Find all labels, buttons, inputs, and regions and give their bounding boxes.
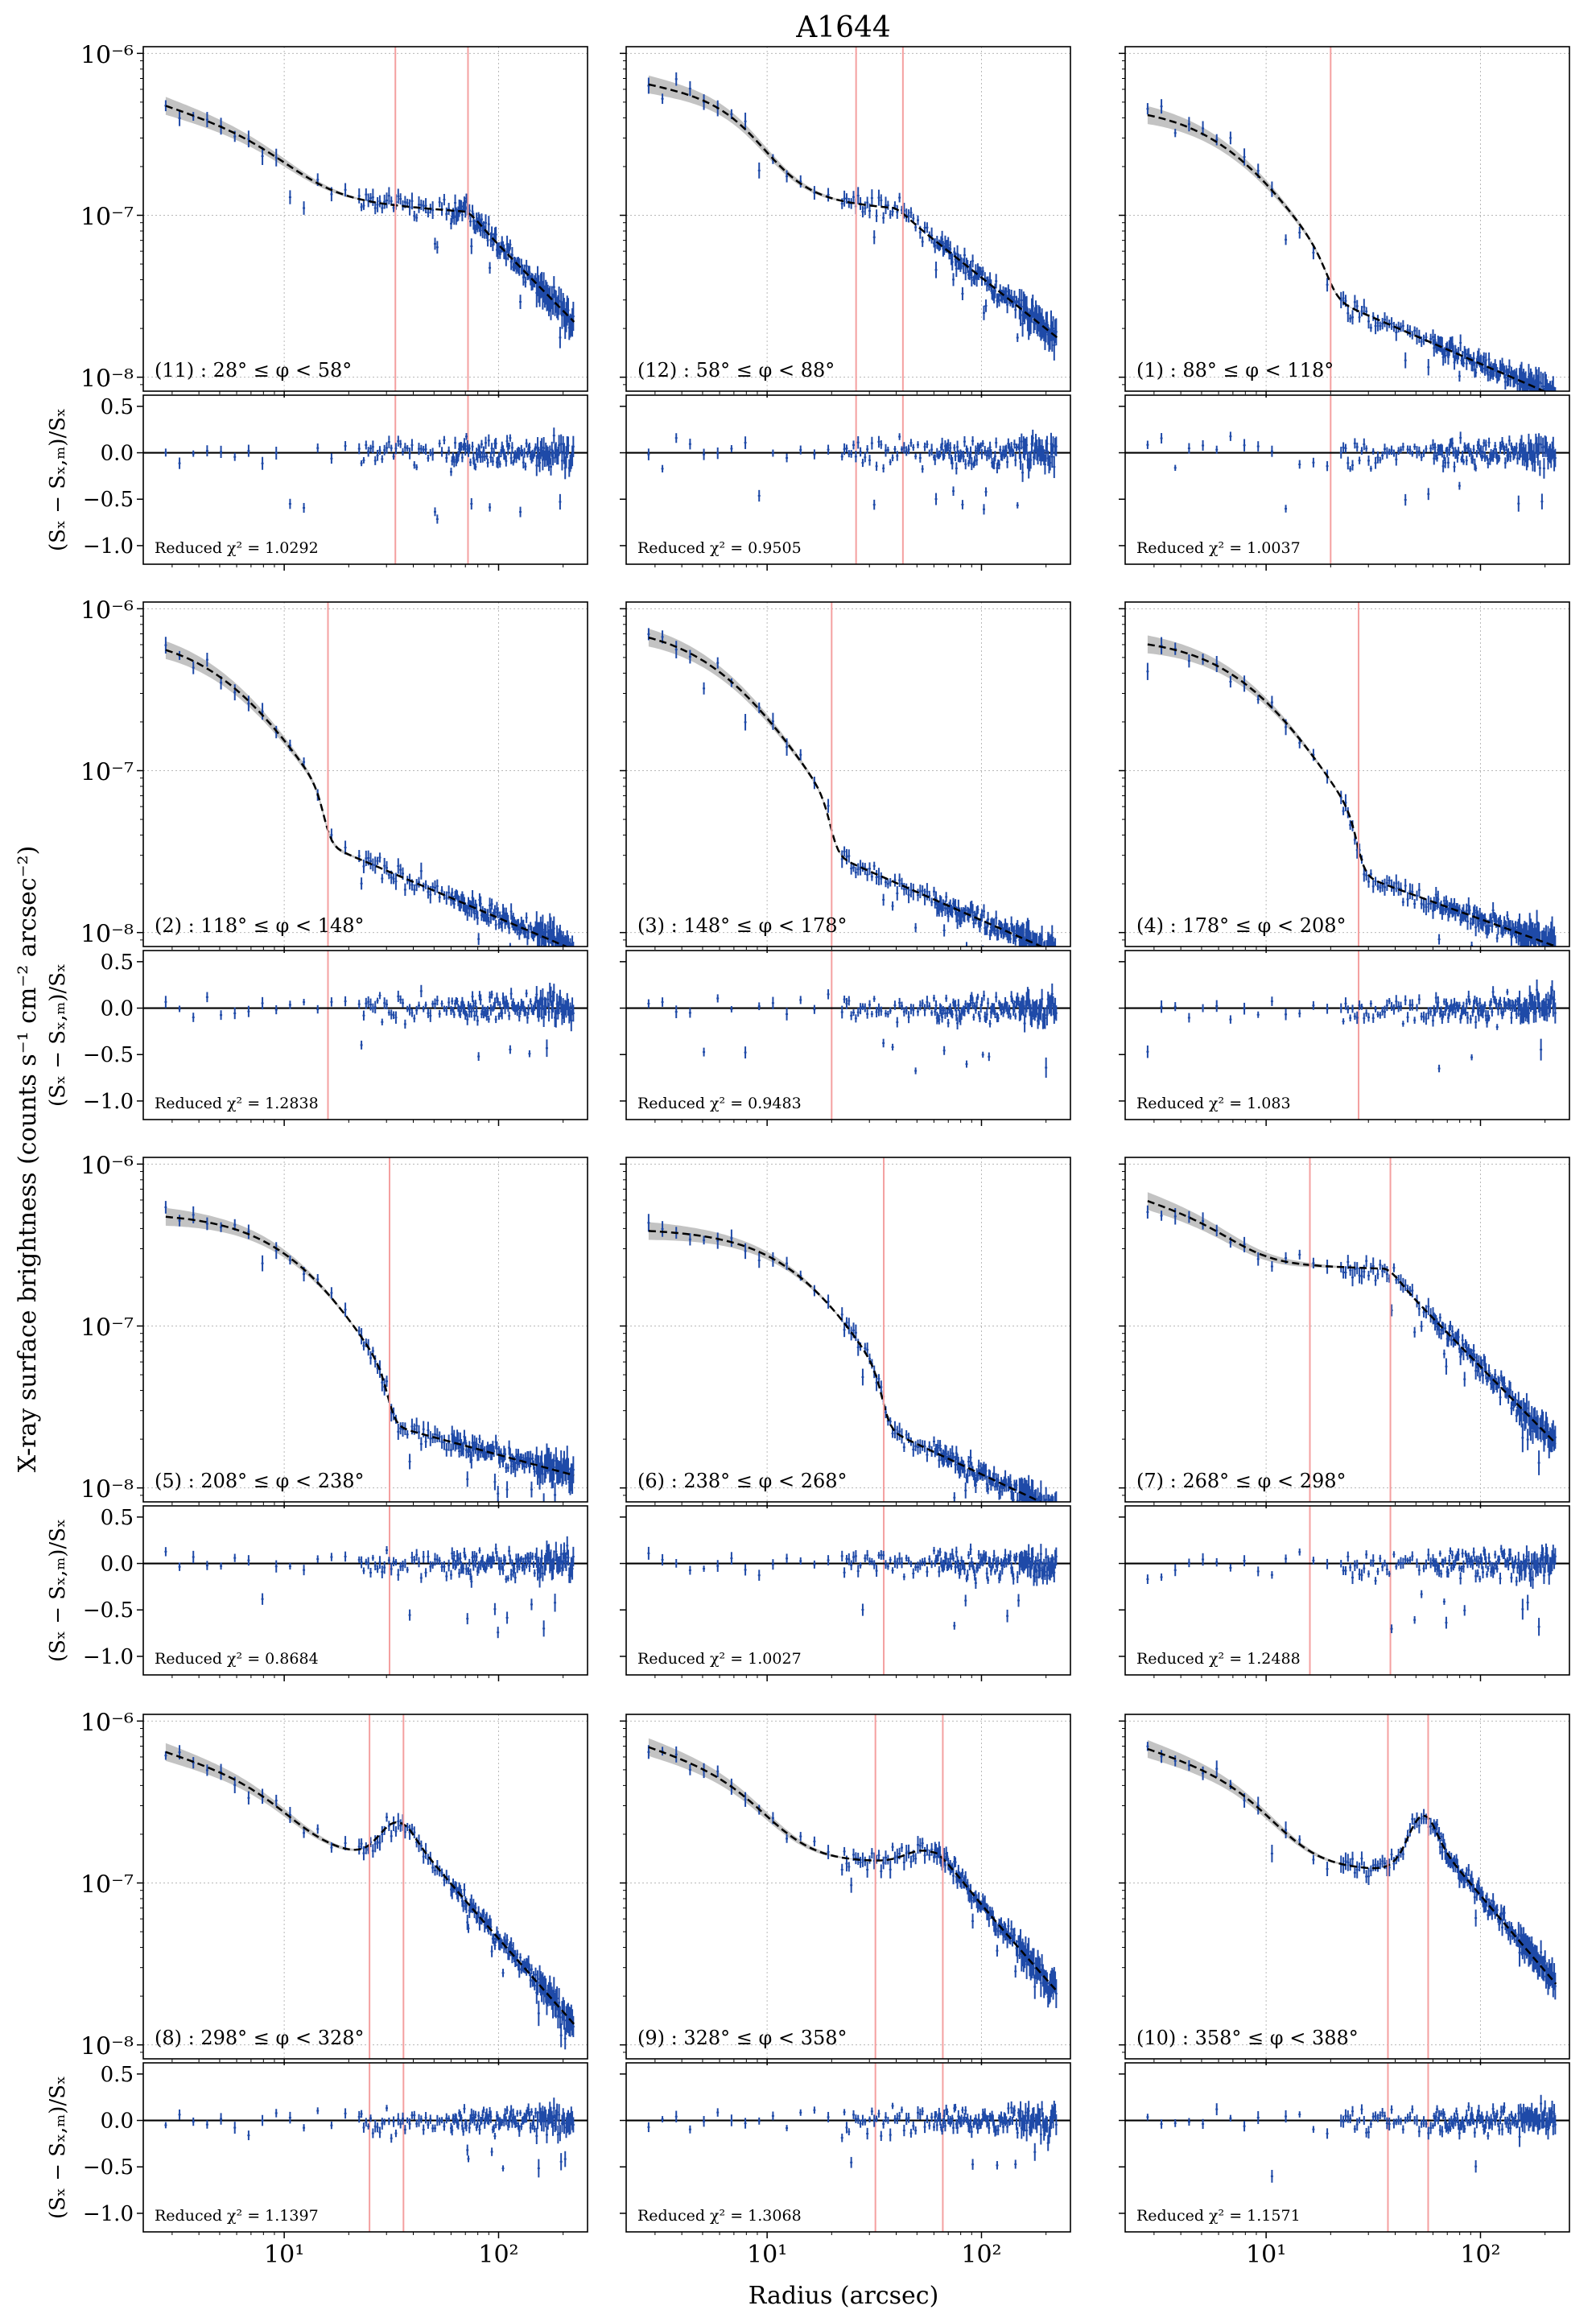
chi2-value: 1.0292 [265, 539, 318, 557]
model-line [165, 649, 569, 947]
x-axis-label: Radius (arcsec) [749, 2282, 939, 2310]
residual-area [1125, 979, 1569, 1073]
model-line [1147, 113, 1547, 391]
reduced-chi2-label: Reduced χ² = 1.083 [1136, 1095, 1291, 1112]
figure-title: A1644 [795, 11, 891, 44]
resid-tick-label: −0.5 [83, 488, 134, 512]
y-tick-label: 10⁻⁶ [80, 41, 134, 69]
resid-tick-label: 0.0 [101, 442, 134, 466]
top-axes-frame [625, 46, 1071, 392]
sector-label: (2) : 118° ≤ φ < 148° [155, 914, 365, 937]
chi2-value: 1.2838 [265, 1095, 318, 1112]
panels-group: 10⁻⁸ 10⁻⁷ 10⁻⁶ (11) : 28° ≤ φ < 58° 0.5 0.0 −0… [46, 41, 1570, 2269]
chi2-value: 1.0037 [1247, 539, 1300, 557]
resid-tick-label: −1.0 [83, 534, 134, 559]
model-uncertainty-band [648, 75, 1058, 338]
top-axes-frame [1124, 601, 1570, 947]
panel-5: (3) : 148° ≤ φ < 178° Reduced χ² = 0.9483 [620, 601, 1071, 1126]
residual-axes-frame [1124, 950, 1570, 1120]
model-line [648, 636, 1045, 947]
chi2-value: 0.9505 [748, 539, 801, 557]
plot-area [1146, 635, 1557, 947]
residual-axes-frame [142, 950, 588, 1120]
sector-label: (12) : 58° ≤ φ < 88° [637, 359, 835, 382]
resid-tick-label: 0.5 [101, 951, 134, 975]
y-tick-label: 10⁻⁷ [80, 203, 134, 231]
chi2-prefix: Reduced χ² = [1136, 1095, 1247, 1112]
residual-axes-frame [625, 950, 1071, 1120]
y-tick-label: 10⁻⁸ [80, 921, 134, 949]
plot-area [164, 1201, 575, 1502]
panel-7: 10⁻⁸10⁻⁷10⁻⁶(5) : 208° ≤ φ < 238°0.50.0−… [46, 1152, 588, 1681]
resid-tick-label: 0.5 [101, 395, 134, 419]
residual-area [143, 427, 588, 524]
model-line [1147, 643, 1557, 947]
resid-tick-label: −0.5 [83, 1043, 134, 1067]
residual-area [143, 982, 588, 1061]
resid-tick-label: 0.0 [101, 997, 134, 1021]
model-line [165, 105, 575, 323]
chi2-prefix: Reduced χ² = [155, 1095, 265, 1112]
plot-area [647, 72, 1058, 361]
panel-1: 10⁻⁸ 10⁻⁷ 10⁻⁶ (11) : 28° ≤ φ < 58° 0.5 0.0 −0… [46, 41, 588, 571]
resid-y-axis-label: (Sₓ − Sₓ,ₘ)/Sₓ [46, 408, 70, 551]
residual-area [1125, 431, 1569, 513]
chi2-prefix: Reduced χ² = [637, 1095, 748, 1112]
y-tick-label: 10⁻⁶ [80, 596, 134, 625]
y-axis-label: X-ray surface brightness (counts s⁻¹ cm⁻… [14, 846, 42, 1473]
reduced-chi2-label: Reduced χ² = 1.2838 [155, 1095, 319, 1112]
chi2-value: 0.9483 [748, 1095, 801, 1112]
residual-area [626, 429, 1070, 515]
top-axes-frame [142, 46, 588, 392]
sector-label: (4) : 178° ≤ φ < 208° [1136, 914, 1346, 937]
sector-label: (1) : 88° ≤ φ < 118° [1136, 359, 1334, 382]
reduced-chi2-label: Reduced χ² = 0.9483 [637, 1095, 802, 1112]
chi2-prefix: Reduced χ² = [1136, 539, 1247, 557]
plot-area [164, 637, 575, 947]
model-uncertainty-band [165, 97, 575, 323]
resid-tick-label: −1.0 [83, 1090, 134, 1114]
plot-area [164, 97, 575, 349]
chi2-value: 1.083 [1247, 1095, 1290, 1112]
reduced-chi2-label: Reduced χ² = 1.0037 [1136, 539, 1301, 557]
model-line [648, 83, 1058, 339]
top-axes-frame [1124, 46, 1570, 392]
panel-6: (4) : 178° ≤ φ < 208° Reduced χ² = 1.083 [1119, 601, 1570, 1126]
model-uncertainty-band [165, 641, 567, 947]
y-tick-label: 10⁻⁷ [80, 758, 134, 786]
resid-y-axis-label: (Sₓ − Sₓ,ₘ)/Sₓ [46, 963, 70, 1107]
chi2-prefix: Reduced χ² = [637, 539, 748, 557]
reduced-chi2-label: Reduced χ² = 0.9505 [637, 539, 802, 557]
y-tick-label: 10⁻⁸ [80, 365, 134, 394]
chi2-prefix: Reduced χ² = [155, 539, 265, 557]
top-axes-frame [625, 601, 1071, 947]
residual-axes-frame [625, 394, 1071, 565]
residual-axes-frame [142, 394, 588, 565]
panel-2: (12) : 58° ≤ φ < 88° Reduced χ² = 0.9505 [620, 46, 1071, 571]
residual-area [626, 983, 1070, 1079]
panel-4: 10⁻⁸ 10⁻⁷ 10⁻⁶ (2) : 118° ≤ φ < 148° 0.5 0.0 −… [46, 596, 588, 1126]
residual-axes-frame [1124, 394, 1570, 565]
reduced-chi2-label: Reduced χ² = 1.0292 [155, 539, 319, 557]
panel-3: (1) : 88° ≤ φ < 118° Reduced χ² = 1.0037 [1119, 46, 1570, 571]
sector-label: (3) : 148° ≤ φ < 178° [637, 914, 847, 937]
plot-area [1146, 99, 1557, 391]
top-axes-frame [142, 601, 588, 947]
sector-label: (11) : 28° ≤ φ < 58° [155, 359, 352, 382]
plot-area [647, 628, 1058, 947]
